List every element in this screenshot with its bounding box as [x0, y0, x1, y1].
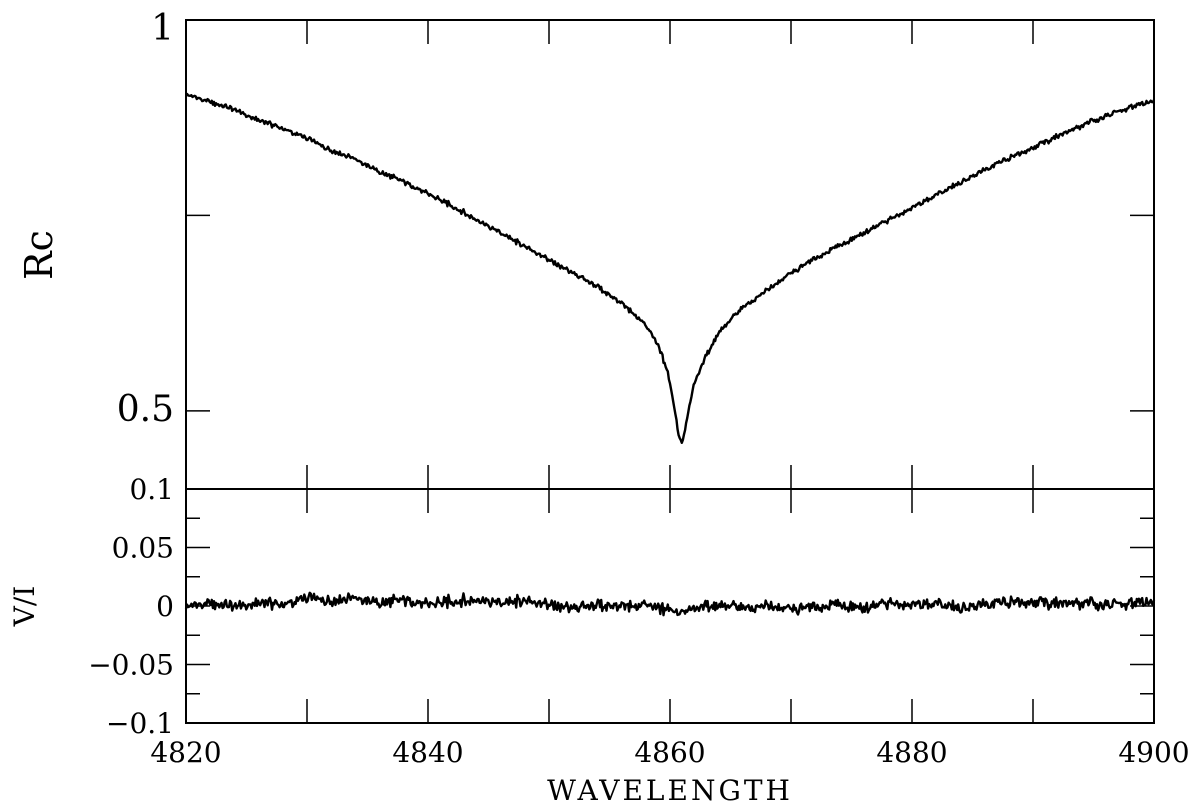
top-panel-frame: [185, 19, 1155, 490]
top-panel-ticks: [185, 19, 1155, 489]
bottom-panel-y-axis-label: V/I: [8, 586, 41, 628]
bottom-panel-y-tick-label: −0.1: [106, 707, 174, 740]
x-tick-label: 4900: [1118, 736, 1189, 769]
bottom-panel-y-tick-label: −0.05: [88, 649, 174, 682]
top-panel-y-tick-label: 0.5: [117, 389, 174, 430]
top-panel: 10.5 Rc: [17, 8, 1156, 490]
bottom-panel-x-tick-labels: 4820 4840 4860 4880 4900: [150, 736, 1189, 769]
x-tick-label: 4860: [634, 736, 705, 769]
bottom-panel-y-tick-labels: 0.1 0.05 0 −0.05 −0.1: [88, 473, 174, 740]
x-axis-label: WAVELENGTH: [547, 774, 793, 807]
bottom-panel-y-tick-label: 0.05: [112, 532, 174, 565]
top-panel-y-tick-label: 1: [151, 8, 174, 49]
bottom-panel: 0.1 0.05 0 −0.05 −0.1 4820 4840 4860 4880 4900 V…: [8, 473, 1190, 807]
x-tick-label: 4840: [392, 736, 463, 769]
x-tick-label: 4820: [150, 736, 221, 769]
top-panel-y-axis-label: Rc: [17, 230, 61, 280]
bottom-panel-stokes-v-line: [184, 591, 1156, 617]
top-panel-y-tick-labels: 10.5: [117, 8, 174, 430]
x-tick-label: 4880: [876, 736, 947, 769]
bottom-panel-y-tick-label: 0: [156, 590, 174, 623]
bottom-panel-frame: [185, 488, 1155, 724]
bottom-panel-y-tick-label: 0.1: [129, 473, 174, 506]
top-panel-spectrum-line: [185, 92, 1156, 444]
